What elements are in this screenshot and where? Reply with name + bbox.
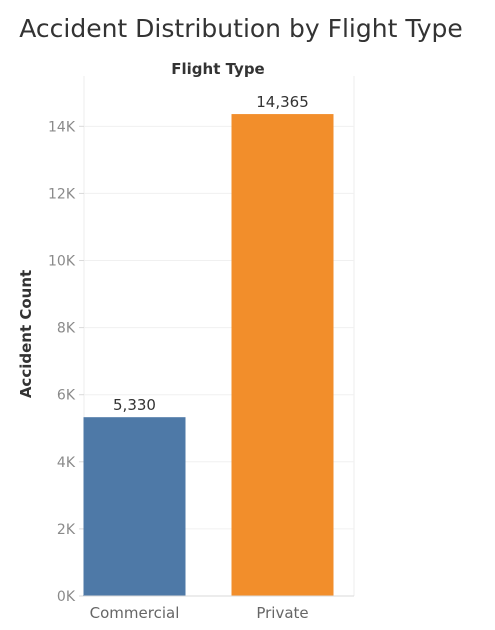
x-category-label: Private — [256, 604, 308, 622]
y-tick-label: 8K — [57, 321, 76, 337]
y-tick-label: 14K — [48, 119, 76, 135]
y-axis: 0K 2K 4K 6K 8K 10K 12K 14K — [48, 119, 84, 605]
y-tick-label: 4K — [57, 455, 76, 471]
y-tick-label: 0K — [57, 589, 76, 605]
data-labels: 5,330 14,365 — [113, 93, 309, 414]
x-axis: Commercial Private — [84, 595, 354, 622]
y-axis-title: Accident Count — [17, 270, 35, 398]
bar-commercial[interactable] — [83, 417, 186, 596]
bar-private[interactable] — [231, 114, 334, 596]
chart-title: Accident Distribution by Flight Type — [19, 14, 463, 43]
bars — [83, 114, 334, 596]
column-header: Flight Type — [171, 60, 264, 78]
y-tick-label: 2K — [57, 522, 76, 538]
x-category-label: Commercial — [90, 604, 180, 622]
y-tick-label: 12K — [48, 186, 76, 202]
data-label: 14,365 — [256, 93, 309, 111]
data-label: 5,330 — [113, 396, 156, 414]
y-tick-label: 6K — [57, 388, 76, 404]
y-tick-label: 10K — [48, 254, 76, 270]
